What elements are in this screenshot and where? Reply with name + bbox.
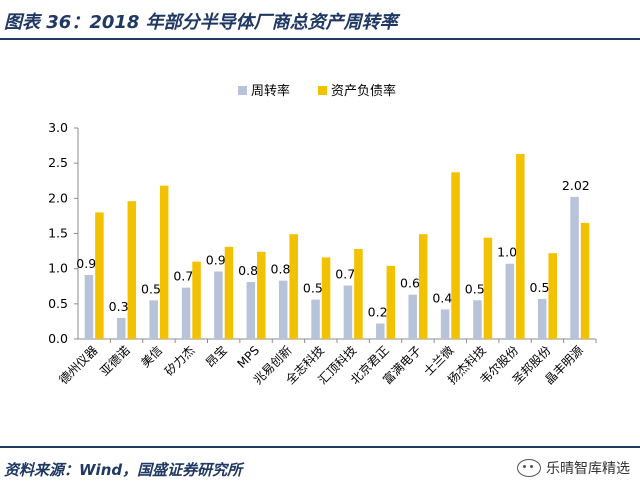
bar-turnover (473, 300, 482, 339)
title-bar: 图表 36：2018 年部分半导体厂商总资产周转率 (0, 0, 640, 40)
x-category-label: 矽力杰 (161, 343, 197, 379)
x-category-label: 亚德诺 (97, 343, 133, 379)
x-category-label: 美信 (138, 343, 165, 370)
bar-turnover (117, 317, 126, 339)
legend-swatch-turnover (238, 86, 247, 95)
bar-turnover (537, 298, 547, 339)
bar-turnover (214, 271, 223, 339)
bar-turnover (440, 309, 450, 339)
bar-turnover (278, 280, 288, 339)
bar-turnover (570, 196, 579, 339)
bar-turnover (149, 300, 158, 339)
bar-debt-ratio (451, 172, 460, 339)
legend-label-debt-ratio: 资产负债率 (331, 83, 396, 99)
y-tick-label: 0.0 (48, 331, 68, 346)
data-label: 2.02 (562, 178, 590, 193)
wechat-icon (517, 459, 541, 477)
chart-title: 图表 36：2018 年部分半导体厂商总资产周转率 (4, 12, 398, 33)
bar-debt-ratio (548, 253, 557, 339)
bar-debt-ratio (289, 234, 298, 339)
bar-chart: 0.00.51.01.52.02.53.00.91德州仪器0.30亚德诺0.55… (48, 83, 597, 388)
source-note: 资料来源：Wind，国盛证券研究所 (4, 461, 243, 479)
bar-debt-ratio (418, 234, 428, 339)
x-category-label: 德州仪器 (56, 343, 101, 388)
y-tick-label: 1.0 (48, 261, 68, 276)
y-tick-label: 0.5 (48, 296, 68, 311)
bar-turnover (181, 287, 191, 339)
bar-debt-ratio (257, 251, 266, 339)
bar-debt-ratio (354, 248, 363, 339)
bar-turnover (376, 323, 385, 339)
bar-turnover (343, 285, 353, 339)
y-tick-label: 2.0 (48, 190, 68, 205)
legend-label-turnover: 周转率 (251, 83, 290, 99)
x-category-label: 昂宝 (203, 343, 230, 370)
y-tick-label: 2.5 (48, 155, 68, 170)
bar-debt-ratio (386, 265, 396, 339)
bar-turnover (505, 263, 515, 339)
source-bar: 资料来源：Wind，国盛证券研究所 乐晴智库精选 (0, 446, 640, 496)
bar-debt-ratio (95, 212, 104, 339)
legend-swatch-debt-ratio (318, 86, 327, 95)
bar-debt-ratio (192, 261, 201, 339)
bar-debt-ratio (159, 185, 169, 339)
bar-debt-ratio (127, 201, 137, 339)
bar-debt-ratio (516, 154, 525, 339)
bar-debt-ratio (580, 222, 590, 339)
bar-turnover (246, 282, 256, 339)
x-category-label: MPS (234, 343, 262, 371)
bar-debt-ratio (483, 237, 493, 339)
bar-turnover (311, 299, 320, 339)
bar-turnover (408, 294, 417, 339)
bar-debt-ratio (224, 246, 234, 339)
y-tick-label: 3.0 (48, 120, 68, 135)
bar-turnover (84, 274, 94, 339)
watermark-text: 乐晴智库精选 (546, 461, 630, 477)
y-tick-label: 1.5 (48, 226, 68, 241)
watermark: 乐晴智库精选 (517, 458, 630, 478)
bar-debt-ratio (321, 257, 331, 339)
